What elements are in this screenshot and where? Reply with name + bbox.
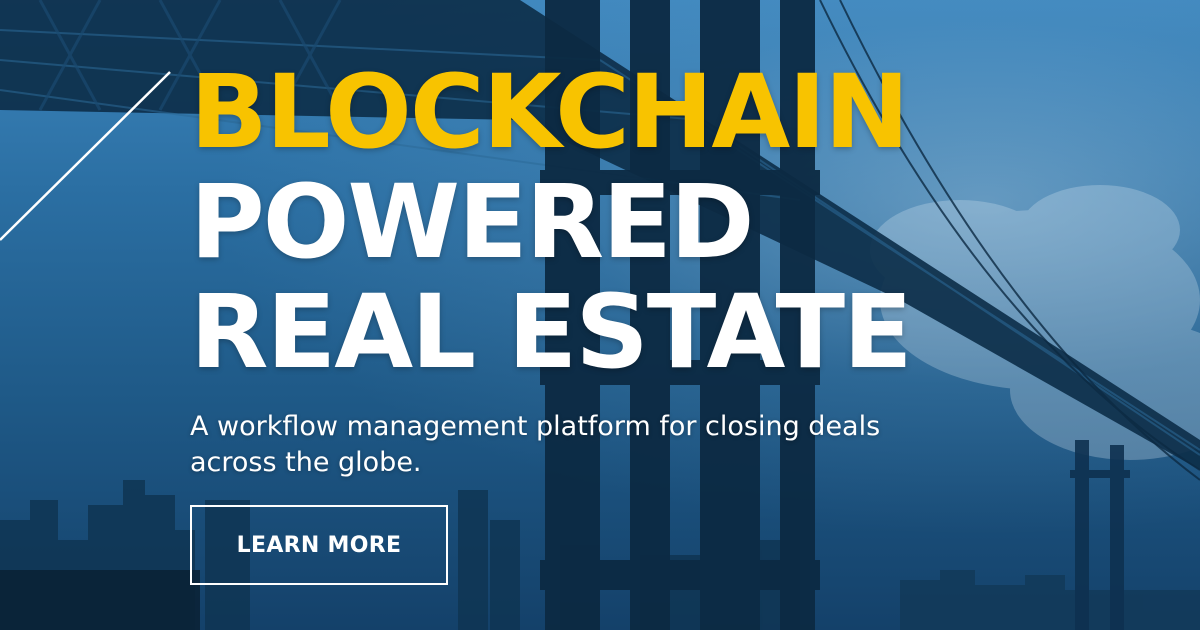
headline: BLOCKCHAIN POWERED REAL ESTATE: [190, 53, 913, 392]
learn-more-label: LEARN MORE: [236, 532, 402, 558]
headline-line-blockchain: BLOCKCHAIN: [190, 53, 910, 172]
hero-subtitle: A workflow management platform for closi…: [190, 411, 881, 478]
headline-line-powered: POWERED: [190, 163, 755, 282]
headline-line-real-estate: REAL ESTATE: [190, 273, 913, 392]
learn-more-button[interactable]: LEARN MORE: [190, 505, 448, 585]
decorative-diagonal-line: [0, 71, 171, 241]
